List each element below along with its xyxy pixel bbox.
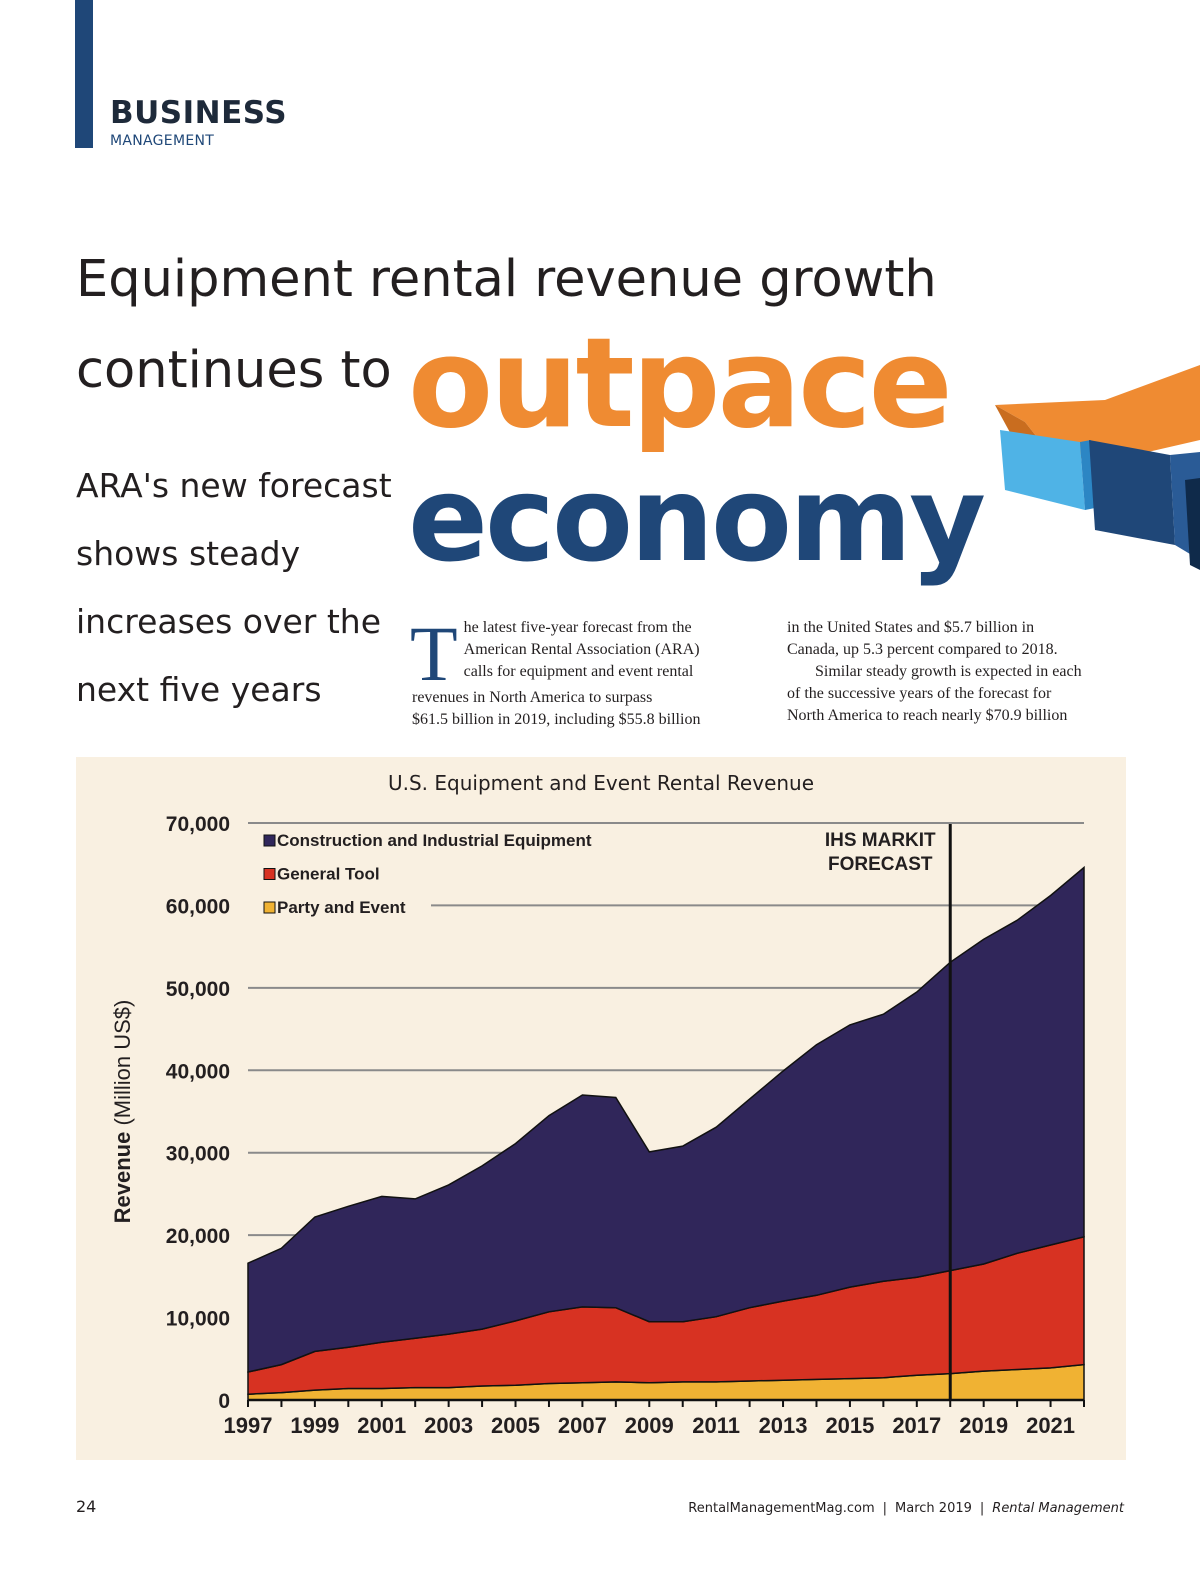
section-accent-bar [75, 0, 93, 148]
forecast-label: FORECAST [828, 854, 933, 875]
body-column-2: in the United States and $5.7 billion in… [787, 617, 1117, 727]
deck-line: ARA's new forecast [76, 466, 392, 505]
area-series [247, 865, 1085, 1373]
x-tick-label: 2003 [424, 1413, 473, 1438]
x-tick-label: 2007 [558, 1413, 607, 1438]
footer-publication: Rental Management [992, 1501, 1124, 1516]
x-tick-label: 1999 [290, 1413, 339, 1438]
footer-separator: | [882, 1501, 888, 1516]
y-axis-label-unit: (Million US$) [110, 1000, 135, 1126]
y-tick-label: 60,000 [166, 895, 230, 918]
x-tick-label: 2017 [892, 1413, 941, 1438]
y-tick-label: 40,000 [166, 1060, 230, 1083]
section-label: BUSINESS [110, 95, 288, 131]
headline-highlight-outpace: outpace [408, 312, 953, 456]
legend-swatch [263, 868, 276, 880]
rental-revenue-area-chart: 10,000 20,000 30,000 40,000 50,000 60,000 70,0… [110, 813, 1085, 1438]
body-line: calls for equipment and event rental [463, 663, 694, 680]
x-tick-label: 2009 [625, 1413, 674, 1438]
x-tick-label: 2005 [491, 1413, 540, 1438]
deck-line: increases over the [76, 602, 382, 641]
page-number: 24 [76, 1497, 97, 1516]
drop-cap: T [410, 610, 458, 697]
footer-separator: | [979, 1501, 985, 1516]
chart-panel: U.S. Equipment and Event Rental Revenue … [76, 757, 1126, 1460]
body-line: of the successive years of the forecast … [787, 685, 1052, 702]
body-line: he latest five-year forecast from the [463, 619, 692, 636]
body-line: American Rental Association (ARA) [463, 641, 700, 658]
x-tick-label: 2011 [692, 1413, 740, 1438]
body-column-1: T he latest five-year forecast from the … [410, 610, 732, 731]
headline-highlight-economy: economy [408, 450, 986, 588]
headline-line-2: continues to [76, 341, 392, 400]
body-line: $61.5 billion in 2019, including $55.8 b… [412, 711, 701, 728]
deck-line: next five years [76, 670, 322, 709]
x-tick-label: 2021 [1026, 1413, 1075, 1438]
deck-line: shows steady [76, 534, 301, 573]
y-tick-label: 30,000 [166, 1143, 230, 1166]
section-sublabel: MANAGEMENT [110, 133, 215, 149]
legend-label: General Tool [277, 865, 380, 884]
legend-swatch [263, 834, 276, 847]
y-tick-label: 70,000 [166, 813, 230, 836]
x-tick-label: 2015 [825, 1413, 874, 1438]
forecast-label: IHS MARKIT [825, 830, 936, 851]
y-tick-label: 50,000 [166, 978, 230, 1001]
deck-subheading: ARA's new forecast shows steady increase… [76, 452, 396, 724]
body-line: North America to reach nearly $70.9 bill… [787, 707, 1068, 724]
body-line: Similar steady growth is expected in eac… [815, 663, 1082, 680]
x-tick-label: 1997 [224, 1413, 273, 1438]
footer-date: March 2019 [895, 1501, 972, 1516]
footer-credit: RentalManagementMag.com | March 2019 | Renta… [688, 1501, 1124, 1516]
y-axis-label: Revenue (Million US$) [110, 1000, 135, 1224]
legend-label: Construction and Industrial Equipment [277, 831, 592, 850]
legend-swatch [263, 901, 276, 914]
x-tick-label: 2019 [959, 1413, 1008, 1438]
body-line: in the United States and $5.7 billion in [787, 619, 1035, 636]
body-line: Canada, up 5.3 percent compared to 2018. [787, 641, 1058, 658]
y-tick-label: 0 [218, 1390, 230, 1413]
x-tick-label: 2013 [759, 1413, 808, 1438]
y-tick-label: 10,000 [166, 1308, 230, 1331]
y-tick-label: 20,000 [166, 1225, 230, 1248]
footer-site: RentalManagementMag.com [688, 1501, 875, 1516]
y-axis-label-main: Revenue [110, 1126, 135, 1224]
x-tick-label: 2001 [357, 1413, 406, 1438]
legend-label: Party and Event [277, 898, 406, 917]
headline-line-1: Equipment rental revenue growth [76, 250, 937, 309]
chart-title: U.S. Equipment and Event Rental Revenue [387, 771, 815, 795]
body-line: revenues in North America to surpass [412, 689, 653, 706]
decorative-bars-graphic [995, 365, 1200, 570]
